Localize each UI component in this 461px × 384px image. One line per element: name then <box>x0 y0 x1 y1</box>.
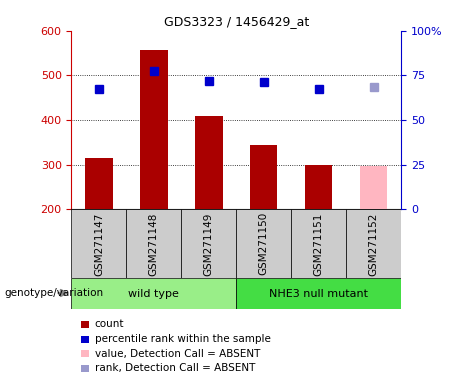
Text: genotype/variation: genotype/variation <box>5 288 104 298</box>
Bar <box>71 209 126 278</box>
Bar <box>71 278 236 309</box>
Text: GSM271148: GSM271148 <box>149 212 159 276</box>
Bar <box>360 166 387 209</box>
Bar <box>291 209 346 278</box>
Bar <box>346 209 401 278</box>
Text: NHE3 null mutant: NHE3 null mutant <box>269 289 368 299</box>
Bar <box>236 278 401 309</box>
Bar <box>195 116 223 209</box>
Bar <box>85 158 112 209</box>
Title: GDS3323 / 1456429_at: GDS3323 / 1456429_at <box>164 15 309 28</box>
Bar <box>126 209 181 278</box>
Text: GSM271149: GSM271149 <box>204 212 214 276</box>
Text: GSM271152: GSM271152 <box>369 212 378 276</box>
Bar <box>236 209 291 278</box>
Text: GSM271150: GSM271150 <box>259 212 269 275</box>
Text: rank, Detection Call = ABSENT: rank, Detection Call = ABSENT <box>95 363 255 373</box>
Bar <box>181 209 236 278</box>
Text: wild type: wild type <box>129 289 179 299</box>
Text: count: count <box>95 319 124 329</box>
Bar <box>305 165 332 209</box>
Bar <box>140 50 168 209</box>
Text: value, Detection Call = ABSENT: value, Detection Call = ABSENT <box>95 349 260 359</box>
Text: GSM271147: GSM271147 <box>94 212 104 276</box>
Bar <box>250 144 278 209</box>
Text: GSM271151: GSM271151 <box>313 212 324 276</box>
Text: percentile rank within the sample: percentile rank within the sample <box>95 334 271 344</box>
